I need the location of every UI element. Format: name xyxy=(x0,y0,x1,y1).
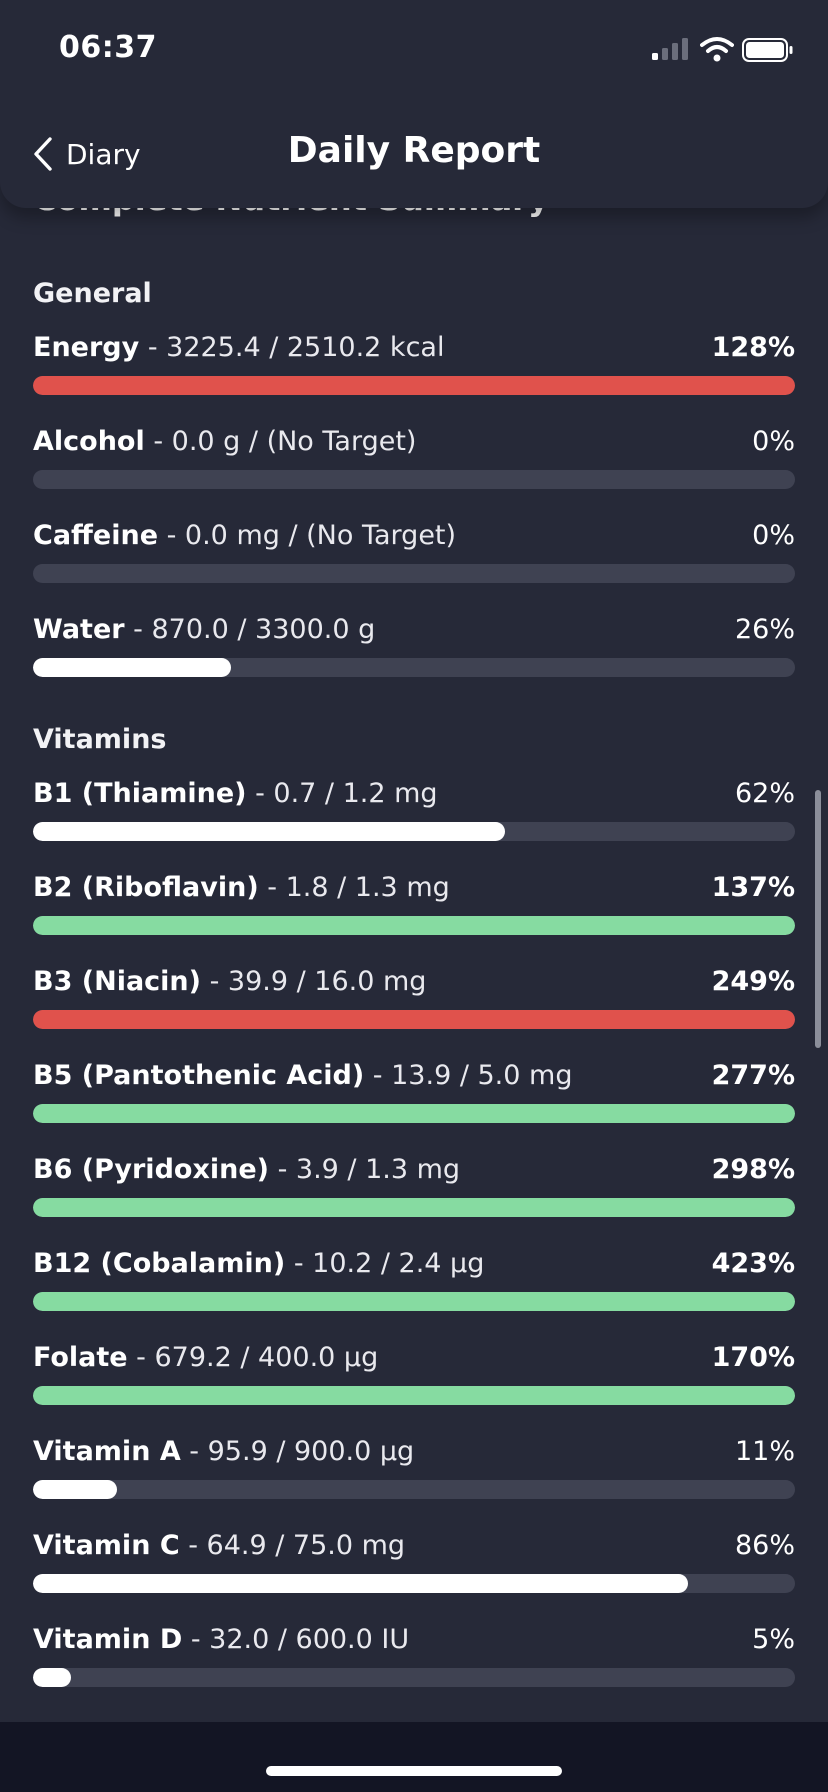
progress-fill xyxy=(33,376,795,395)
progress-fill xyxy=(33,1574,689,1593)
progress-fill xyxy=(33,1104,795,1123)
nutrient-percent: 5% xyxy=(752,1624,795,1655)
home-indicator[interactable] xyxy=(266,1766,562,1776)
nutrient-row-vitamin-d[interactable]: Vitamin D - 32.0 / 600.0 IU 5% xyxy=(33,1624,795,1698)
status-time: 06:37 xyxy=(59,30,157,65)
nutrient-row-b6[interactable]: B6 (Pyridoxine) - 3.9 / 1.3 mg 298% xyxy=(33,1154,795,1228)
battery-icon xyxy=(742,38,793,62)
nutrient-percent: 128% xyxy=(711,332,795,363)
nutrient-amount: - 1.8 / 1.3 mg xyxy=(258,872,450,903)
nutrient-percent: 11% xyxy=(734,1436,795,1467)
nutrient-percent: 170% xyxy=(711,1342,795,1373)
nutrient-name: Vitamin A xyxy=(33,1436,181,1467)
progress-fill xyxy=(33,916,795,935)
wifi-icon xyxy=(700,37,734,62)
nutrient-row-b3[interactable]: B3 (Niacin) - 39.9 / 16.0 mg 249% xyxy=(33,966,795,1040)
section-title-vitamins: Vitamins xyxy=(33,724,167,755)
nutrient-row-b2[interactable]: B2 (Riboflavin) - 1.8 / 1.3 mg 137% xyxy=(33,872,795,946)
progress-track xyxy=(33,1668,795,1687)
nutrient-name: B2 (Riboflavin) xyxy=(33,872,259,903)
progress-track xyxy=(33,1104,795,1123)
nutrient-row-water[interactable]: Water - 870.0 / 3300.0 g 26% xyxy=(33,614,795,688)
status-bar: 06:37 xyxy=(0,0,828,96)
nutrient-percent: 249% xyxy=(711,966,795,997)
progress-track xyxy=(33,1574,795,1593)
report-scroll-view[interactable]: Complete Nutrient Summary General Energy… xyxy=(0,0,828,1722)
progress-track xyxy=(33,470,795,489)
nutrient-name: Alcohol xyxy=(33,426,145,457)
progress-fill xyxy=(33,1010,795,1029)
nutrient-row-b1[interactable]: B1 (Thiamine) - 0.7 / 1.2 mg 62% xyxy=(33,778,795,852)
progress-fill xyxy=(33,1198,795,1217)
progress-track xyxy=(33,376,795,395)
section-title-general: General xyxy=(33,278,152,309)
nutrient-percent: 0% xyxy=(752,426,795,457)
nutrient-amount: - 3.9 / 1.3 mg xyxy=(269,1154,461,1185)
nutrient-row-alcohol[interactable]: Alcohol - 0.0 g / (No Target) 0% xyxy=(33,426,795,500)
nutrient-percent: 298% xyxy=(711,1154,795,1185)
nutrient-amount: - 0.0 mg / (No Target) xyxy=(158,520,457,551)
back-label: Diary xyxy=(66,137,141,171)
nutrient-name: B1 (Thiamine) xyxy=(33,778,247,809)
nav-bar: Diary Daily Report xyxy=(0,96,828,208)
progress-track xyxy=(33,1198,795,1217)
nutrient-amount: - 64.9 / 75.0 mg xyxy=(179,1530,406,1561)
progress-track xyxy=(33,1480,795,1499)
progress-track xyxy=(33,564,795,583)
nutrient-amount: - 0.7 / 1.2 mg xyxy=(246,778,438,809)
progress-fill xyxy=(33,658,232,677)
progress-track xyxy=(33,1292,795,1311)
nutrient-amount: - 3225.4 / 2510.2 kcal xyxy=(139,332,445,363)
progress-fill xyxy=(33,1292,795,1311)
nutrient-percent: 137% xyxy=(711,872,795,903)
progress-track xyxy=(33,1386,795,1405)
nutrient-name: B6 (Pyridoxine) xyxy=(33,1154,269,1185)
nutrient-name: Vitamin D xyxy=(33,1624,183,1655)
chevron-left-icon xyxy=(34,137,52,171)
progress-fill xyxy=(33,1480,117,1499)
nutrient-percent: 26% xyxy=(734,614,795,645)
nutrient-row-vitamin-c[interactable]: Vitamin C - 64.9 / 75.0 mg 86% xyxy=(33,1530,795,1604)
nutrient-amount: - 870.0 / 3300.0 g xyxy=(124,614,376,645)
nutrient-row-energy[interactable]: Energy - 3225.4 / 2510.2 kcal 128% xyxy=(33,332,795,406)
nutrient-amount: - 679.2 / 400.0 µg xyxy=(127,1342,379,1373)
nutrient-percent: 423% xyxy=(711,1248,795,1279)
nutrient-row-b12[interactable]: B12 (Cobalamin) - 10.2 / 2.4 µg 423% xyxy=(33,1248,795,1322)
cellular-signal-icon xyxy=(652,38,688,60)
nutrient-name: B3 (Niacin) xyxy=(33,966,201,997)
nutrient-row-vitamin-a[interactable]: Vitamin A - 95.9 / 900.0 µg 11% xyxy=(33,1436,795,1510)
nutrient-amount: - 32.0 / 600.0 IU xyxy=(182,1624,410,1655)
nutrient-percent: 86% xyxy=(734,1530,795,1561)
progress-fill xyxy=(33,1668,72,1687)
progress-fill xyxy=(33,822,506,841)
scrollbar[interactable] xyxy=(815,790,821,1048)
nutrient-row-folate[interactable]: Folate - 679.2 / 400.0 µg 170% xyxy=(33,1342,795,1416)
nutrient-amount: - 13.9 / 5.0 mg xyxy=(364,1060,573,1091)
nutrient-amount: - 0.0 g / (No Target) xyxy=(144,426,417,457)
nutrient-amount: - 95.9 / 900.0 µg xyxy=(180,1436,415,1467)
nutrient-name: Energy xyxy=(33,332,140,363)
nutrient-percent: 277% xyxy=(711,1060,795,1091)
nutrient-name: B5 (Pantothenic Acid) xyxy=(33,1060,365,1091)
progress-track xyxy=(33,658,795,677)
progress-track xyxy=(33,822,795,841)
home-indicator-area xyxy=(0,1722,828,1792)
back-button[interactable]: Diary xyxy=(32,132,141,176)
progress-track xyxy=(33,916,795,935)
nutrient-amount: - 10.2 / 2.4 µg xyxy=(285,1248,485,1279)
nutrient-row-b5[interactable]: B5 (Pantothenic Acid) - 13.9 / 5.0 mg 27… xyxy=(33,1060,795,1134)
progress-fill xyxy=(33,1386,795,1405)
nutrient-row-caffeine[interactable]: Caffeine - 0.0 mg / (No Target) 0% xyxy=(33,520,795,594)
nutrient-name: Caffeine xyxy=(33,520,159,551)
nutrient-name: B12 (Cobalamin) xyxy=(33,1248,286,1279)
nutrient-name: Water xyxy=(33,614,125,645)
nutrient-amount: - 39.9 / 16.0 mg xyxy=(201,966,427,997)
nutrient-percent: 0% xyxy=(752,520,795,551)
nutrient-percent: 62% xyxy=(734,778,795,809)
nutrient-name: Folate xyxy=(33,1342,128,1373)
progress-track xyxy=(33,1010,795,1029)
nutrient-name: Vitamin C xyxy=(33,1530,180,1561)
page-title: Daily Report xyxy=(287,130,541,171)
